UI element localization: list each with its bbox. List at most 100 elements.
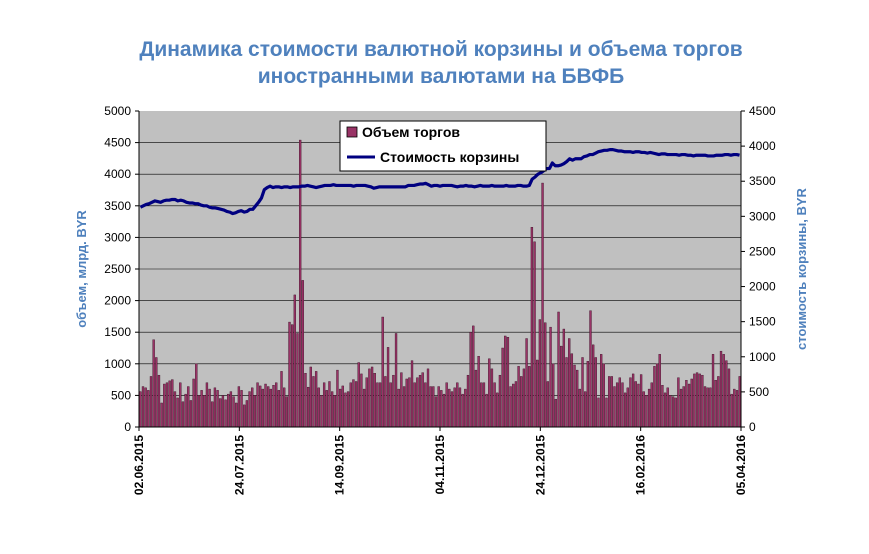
bar-volume [546, 381, 550, 428]
bar-volume [149, 376, 153, 428]
y-tick-label-right: 2500 [749, 244, 776, 258]
bar-volume [706, 387, 709, 428]
bar-volume [671, 396, 675, 428]
bar-volume [485, 393, 488, 428]
bar-volume [554, 398, 558, 428]
bar-volume [645, 395, 648, 428]
bar-volume [181, 401, 185, 428]
y-tick-label-left: 1500 [104, 325, 131, 339]
bar-volume [421, 372, 424, 428]
bar-volume [173, 391, 177, 428]
bar-volume [312, 376, 315, 428]
y-tick-label-right: 3000 [749, 209, 776, 223]
bar-volume [442, 393, 446, 428]
bar-volume [448, 388, 451, 428]
bar-volume [163, 383, 166, 428]
bar-volume [293, 294, 296, 428]
bar-volume [456, 382, 459, 428]
bar-volume [330, 391, 334, 428]
bar-volume [429, 386, 432, 428]
bar-volume [285, 396, 289, 428]
x-ticks: 02.06.2015 24.07.2015 14.09.2015 04.11.2015… [132, 427, 748, 495]
bar-volume [352, 379, 355, 428]
bar-volume [288, 321, 291, 428]
bar-volume [461, 393, 464, 428]
bar-volume [232, 396, 235, 428]
bar-volume [536, 359, 539, 428]
bar-volume [405, 378, 408, 428]
bar-volume [253, 395, 257, 428]
bar-volume [605, 397, 608, 428]
bar-volume [586, 361, 590, 428]
bar-volume [328, 381, 331, 428]
bar-volume [703, 386, 707, 428]
bar-volume [522, 368, 526, 428]
bar-volume [189, 400, 193, 428]
bar-volume [512, 383, 515, 428]
y-ticks-right: 0 500 1000 1500 2000 2500 3000 3500 4000 4500 [741, 104, 776, 434]
bar-volume [243, 404, 246, 428]
bar-volume [698, 373, 701, 428]
y-tick-label-right: 2000 [749, 280, 776, 294]
bar-volume [647, 388, 651, 428]
bar-volume [365, 377, 368, 428]
y-tick-label-right: 1000 [749, 350, 776, 364]
bar-volume [730, 393, 733, 428]
bar-volume [597, 397, 600, 428]
bar-volume [410, 360, 414, 428]
bar-volume [397, 388, 400, 428]
bar-volume [472, 325, 475, 428]
bar-volume [416, 377, 419, 428]
bar-volume [309, 366, 312, 428]
bar-volume [216, 390, 219, 428]
bar-volume [203, 395, 206, 428]
bar-volume [184, 393, 187, 428]
bar-volume [517, 366, 520, 428]
bar-volume [679, 388, 683, 428]
bar-volume [384, 376, 387, 428]
bar-volume [501, 347, 504, 428]
bar-volume [488, 358, 491, 428]
bar-volume [165, 382, 169, 428]
bar-volume [360, 373, 363, 428]
bar-volume [208, 388, 211, 428]
bar-volume [376, 382, 379, 428]
y-ticks-left: 0 500 1000 1500 2000 2500 3000 3500 4000 4500 5000 [104, 104, 139, 434]
bar-volume [615, 382, 619, 428]
bar-volume [658, 354, 661, 428]
bar-volume [474, 369, 478, 428]
bar-volume [626, 387, 629, 428]
bar-volume [650, 382, 653, 428]
y-tick-label-left: 5000 [104, 104, 131, 118]
y-axis-title-left: объем, млрд. BYR [74, 210, 89, 328]
bar-volume [261, 388, 265, 428]
y-tick-label-left: 0 [124, 420, 131, 434]
y-tick-label-left: 4500 [104, 136, 131, 150]
bar-volume [709, 387, 712, 428]
bar-volume [530, 227, 534, 428]
bar-volume [578, 388, 582, 428]
bar-volume [490, 368, 494, 428]
bar-volume [498, 374, 502, 428]
bar-volume [504, 335, 507, 428]
bar-volume [552, 363, 555, 428]
bar-series-volume [139, 139, 741, 428]
bar-volume [653, 366, 656, 428]
bar-volume [349, 382, 352, 428]
y-axis-title-right: стоимость корзины, BYR [794, 187, 809, 350]
bar-volume [346, 391, 350, 428]
bar-volume [197, 395, 201, 428]
bar-volume [400, 372, 403, 428]
bar-volume [370, 366, 374, 428]
bar-volume [690, 378, 693, 428]
bar-volume [711, 354, 715, 428]
bar-volume [392, 374, 395, 428]
bar-volume [264, 383, 267, 428]
bar-volume [248, 391, 251, 428]
bar-volume [219, 398, 222, 428]
bar-volume [528, 366, 531, 428]
bar-volume [634, 381, 637, 428]
bar-volume [229, 391, 233, 428]
bar-volume [368, 368, 371, 428]
y-tick-label-left: 3500 [104, 199, 131, 213]
